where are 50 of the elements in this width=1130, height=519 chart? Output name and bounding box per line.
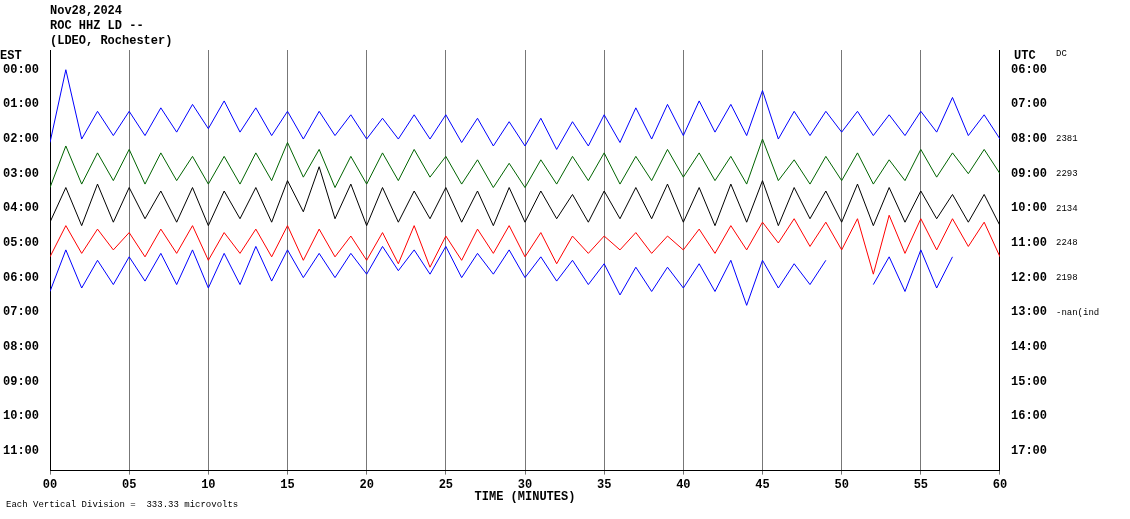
x-tick-label: 30	[517, 477, 533, 492]
y2-tick-label: 08:00	[1010, 132, 1048, 147]
x-tick-label: 00	[42, 477, 58, 492]
x-tick-label: 10	[201, 477, 216, 492]
text: 2198	[1055, 273, 1078, 284]
y2-axis-title: UTC	[1013, 49, 1036, 64]
y-tick-label: 01:00	[2, 97, 40, 112]
text: Each Vertical Division = 333.33 microvolts	[6, 500, 239, 510]
text: -nan(ind	[1055, 307, 1100, 318]
x-tick-label: 45	[755, 477, 770, 492]
text: DC	[1055, 49, 1068, 60]
y-tick-label: 04:00	[2, 201, 40, 216]
y2-tick-label: 06:00	[1010, 62, 1048, 77]
y2-tick-label: 17:00	[1010, 443, 1048, 458]
y2-tick-label: 10:00	[1010, 201, 1048, 216]
text: 2293	[1055, 169, 1078, 180]
chart-title: Nov28,2024	[50, 4, 123, 19]
y-tick-label: 10:00	[2, 409, 40, 424]
text: 2134	[1055, 203, 1078, 214]
x-tick-label: 15	[280, 477, 295, 492]
x-tick-label: 35	[596, 477, 612, 492]
y-axis-title: EST	[0, 49, 22, 64]
text: 2248	[1055, 238, 1078, 249]
y-tick-label: 08:00	[2, 339, 40, 354]
chart-subtitle: ROC HHZ LD -- (LDEO, Rochester)	[50, 19, 173, 49]
x-tick-label: 60	[992, 477, 1008, 492]
y2-tick-label: 13:00	[1010, 305, 1048, 320]
x-tick-label: 20	[359, 477, 374, 492]
y2-tick-label: 09:00	[1010, 166, 1048, 181]
y-tick-label: 09:00	[2, 374, 40, 389]
x-tick-label: 50	[834, 477, 849, 492]
y2-tick-label: 14:00	[1010, 339, 1048, 354]
y2-tick-label: 15:00	[1010, 374, 1048, 389]
x-tick-label: 55	[913, 477, 929, 492]
y2-tick-label: 16:00	[1010, 409, 1048, 424]
x-tick-label: 05	[121, 477, 137, 492]
y2-tick-label: 12:00	[1010, 270, 1048, 285]
y-tick-label: 05:00	[2, 235, 40, 250]
y2-tick-label: 11:00	[1010, 235, 1048, 250]
x-axis-title: TIME (MINUTES)	[474, 489, 576, 504]
y-tick-label: 11:00	[2, 443, 40, 458]
x-tick-label: 25	[438, 477, 454, 492]
y-tick-label: 07:00	[2, 305, 40, 320]
y2-tick-label: 07:00	[1010, 97, 1048, 112]
x-tick-label: 40	[676, 477, 691, 492]
y-tick-label: 06:00	[2, 270, 40, 285]
y-tick-label: 03:00	[2, 166, 40, 181]
text: 2381	[1055, 134, 1078, 145]
y-tick-label: 02:00	[2, 132, 40, 147]
y-tick-label: 00:00	[2, 62, 40, 77]
